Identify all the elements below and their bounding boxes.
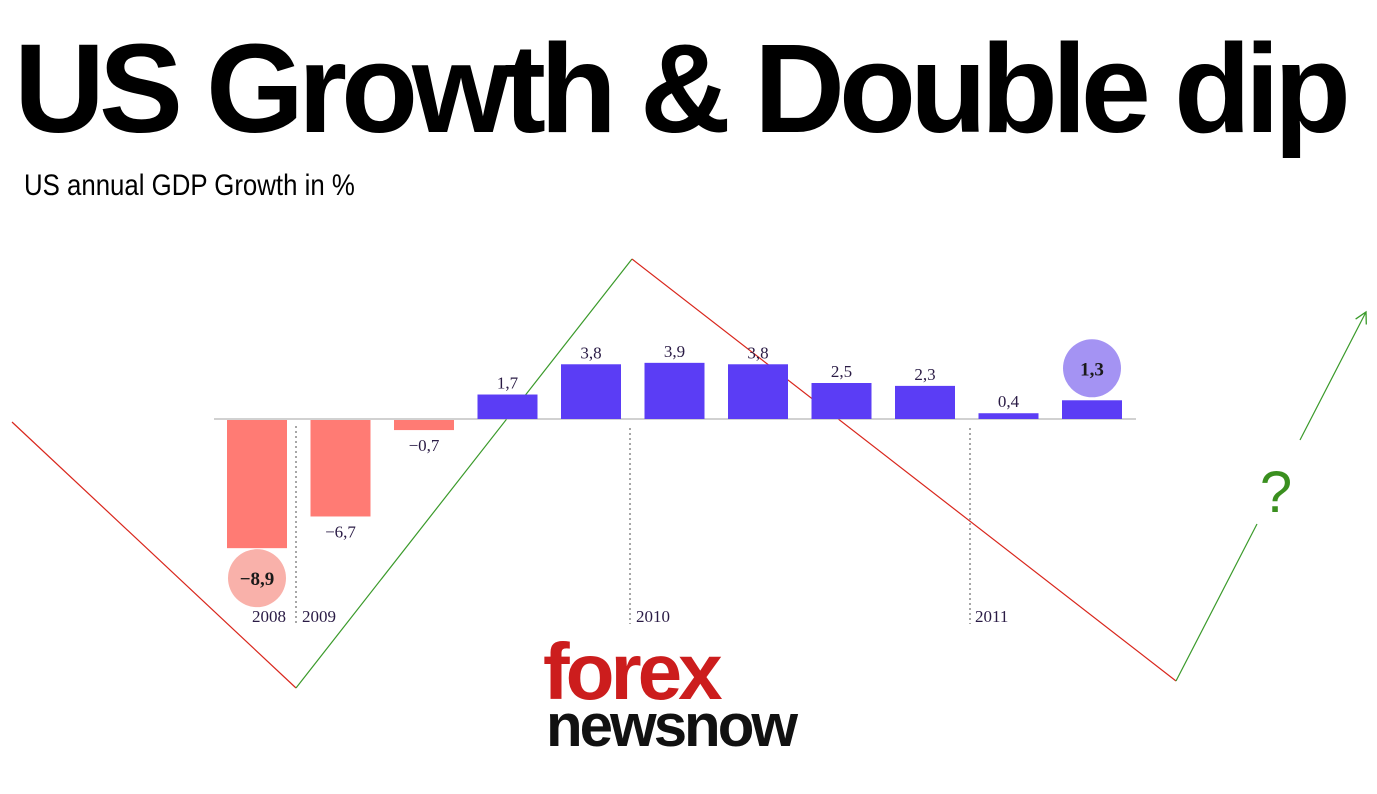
- value-label-8: 2,3: [914, 365, 935, 384]
- bar-8: [895, 385, 955, 419]
- bar-1: [310, 420, 371, 517]
- bar-0: [227, 420, 287, 549]
- year-label-2011: 2011: [975, 607, 1008, 626]
- highlight-circle-10: [1063, 339, 1121, 398]
- page-title: US Growth & Double dip: [14, 18, 1351, 159]
- value-label-4: 3,8: [580, 343, 601, 362]
- bar-6: [728, 364, 788, 419]
- value-label-10: 1,3: [1080, 359, 1104, 380]
- bar-2: [394, 420, 454, 431]
- value-labels-group: −8,9 −6,7 −0,7 1,7 3,8 3,9 3,8 2,5 2,3 0,4 1,3: [228, 339, 1121, 608]
- year-label-2009: 2009: [302, 607, 336, 626]
- year-label-2010: 2010: [636, 607, 670, 626]
- year-labels-group: 2008 2009 2010 2011: [252, 607, 1008, 626]
- value-label-2: −0,7: [409, 436, 440, 455]
- bar-4: [561, 364, 621, 419]
- bar-10: [1062, 400, 1122, 419]
- logo-newsnow-text: newsnow: [546, 692, 798, 759]
- value-label-6: 3,8: [747, 343, 768, 362]
- chart-subtitle: US annual GDP Growth in %: [24, 169, 355, 202]
- value-label-1: −6,7: [325, 522, 356, 541]
- bar-3: [477, 394, 538, 419]
- bar-7: [811, 383, 872, 419]
- value-label-3: 1,7: [497, 374, 519, 393]
- year-label-2008: 2008: [252, 607, 286, 626]
- trend-line-down-2008: [11, 421, 297, 689]
- bar-5: [644, 362, 705, 419]
- value-label-0: −8,9: [240, 569, 275, 590]
- question-mark: ?: [1260, 460, 1292, 525]
- bar-9: [978, 413, 1039, 419]
- trend-line-down-2010: [631, 258, 1177, 682]
- trend-line-up-forecast-lower: [1175, 523, 1258, 682]
- value-label-9: 0,4: [998, 392, 1020, 411]
- logo-forex-text: forex: [543, 627, 723, 716]
- bars-group: [227, 362, 1122, 549]
- highlight-circle-0: [228, 549, 286, 608]
- trend-line-up-2009: [295, 258, 633, 689]
- value-label-5: 3,9: [664, 342, 685, 361]
- value-label-7: 2,5: [831, 362, 852, 381]
- trend-line-up-forecast-upper: [1299, 310, 1367, 441]
